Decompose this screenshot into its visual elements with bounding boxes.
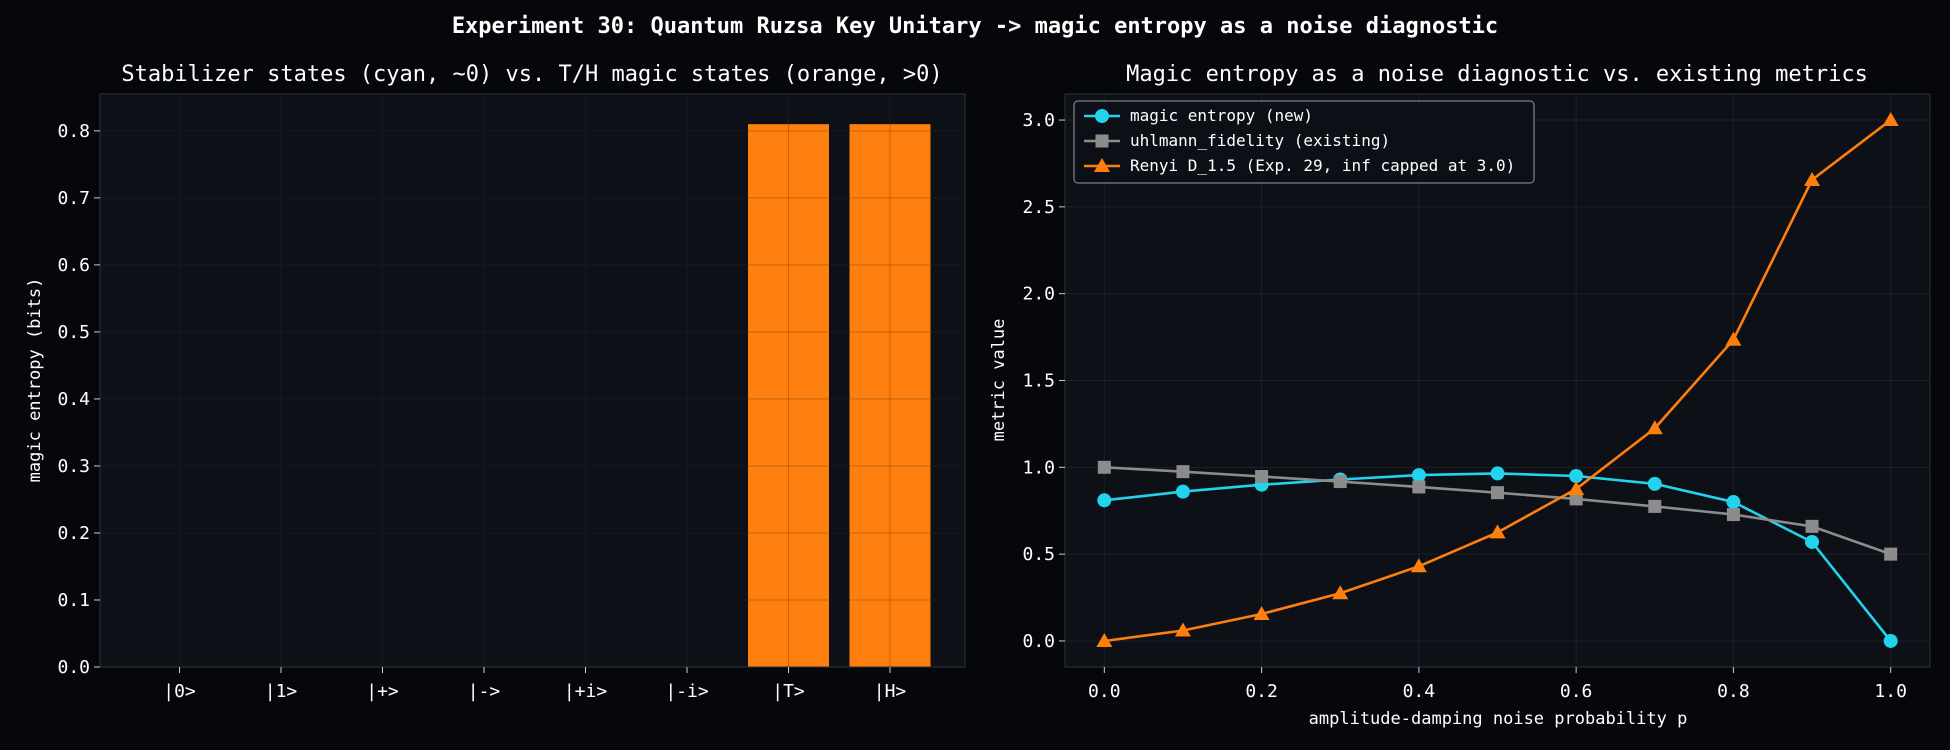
line-chart-xtick-label: 0.8	[1717, 681, 1750, 702]
bar-chart-ylabel: magic entropy (bits)	[25, 278, 45, 483]
bar-chart-plot-area	[100, 94, 965, 667]
line-chart-ytick-label: 1.5	[1022, 371, 1055, 392]
series-2-point	[1646, 420, 1663, 435]
bar-chart-ytick-label: 0.0	[57, 657, 90, 678]
series-1	[1097, 460, 1898, 561]
line-chart-xtick-label: 0.2	[1245, 681, 1278, 702]
bar-chart-ytick-label: 0.3	[57, 456, 90, 477]
series-2-point	[1489, 524, 1506, 539]
series-2-point	[1253, 606, 1270, 621]
series-2-point	[1174, 622, 1191, 637]
series-1-point	[1726, 508, 1740, 522]
series-1-point	[1569, 492, 1583, 506]
figure-suptitle: Experiment 30: Quantum Ruzsa Key Unitary…	[452, 14, 1498, 39]
series-1-point	[1805, 519, 1819, 533]
series-1-point	[1176, 465, 1190, 479]
legend-entry-2: Renyi D_1.5 (Exp. 29, inf capped at 3.0)	[1084, 156, 1515, 175]
line-chart-xtick-label: 0.0	[1088, 681, 1121, 702]
series-2-point	[1725, 331, 1742, 346]
legend-label: Renyi D_1.5 (Exp. 29, inf capped at 3.0)	[1130, 156, 1515, 175]
line-chart-ytick-label: 1.0	[1022, 457, 1055, 478]
legend-swatch-marker	[1095, 134, 1109, 148]
series-0-point	[1569, 469, 1584, 483]
bar-chart-grid	[100, 94, 965, 668]
bar-chart-title: Stabilizer states (cyan, ~0) vs. T/H mag…	[121, 62, 942, 87]
legend-label: magic entropy (new)	[1130, 106, 1313, 125]
series-2-point	[1882, 112, 1899, 127]
line-chart-xtick-label: 0.4	[1403, 681, 1436, 702]
series-2-point	[1804, 171, 1821, 186]
bar-chart-ytick-label: 0.5	[57, 322, 90, 343]
series-1-point	[1884, 547, 1898, 561]
series-2-point	[1568, 481, 1585, 496]
bar-chart-xtick-label: |T>	[772, 681, 805, 702]
series-0-point	[1097, 493, 1112, 508]
bar-chart-xtick-label: |-i>	[665, 681, 709, 702]
series-0-point	[1490, 466, 1505, 481]
bar-chart-ytick-label: 0.2	[57, 523, 90, 544]
series-1-point	[1255, 470, 1269, 484]
line-chart-ticks: 0.0 0.5 1.0 1.5 2.0 2.5 3.0 0.0 0.2 0.4 0.6 0.8 1.0	[1022, 110, 1906, 702]
line-chart-ytick-label: 0.0	[1022, 631, 1055, 652]
bar-chart-xtick-label: |+>	[366, 681, 399, 702]
bar-chart-xtick-label: |H>	[874, 681, 907, 702]
series-0-point	[1805, 534, 1820, 549]
series-1-point	[1097, 460, 1111, 474]
line-chart-xlabel: amplitude-damping noise probability p	[1309, 709, 1688, 729]
series-1-point	[1648, 499, 1662, 513]
line-chart-series	[1096, 112, 1899, 648]
series-2-point	[1410, 558, 1427, 573]
bar-chart-xtick-label: |1>	[265, 681, 298, 702]
bar-chart-ytick-label: 0.7	[57, 188, 90, 209]
series-2	[1096, 112, 1899, 647]
line-chart-ytick-label: 0.5	[1022, 544, 1055, 565]
bar-chart-xtick-label: |+i>	[564, 681, 608, 702]
bar-chart-xtick-label: |0>	[163, 681, 196, 702]
line-chart-legend: magic entropy (new) uhlmann_fidelity (exi…	[1073, 100, 1535, 184]
line-chart-xtick-label: 0.6	[1560, 681, 1593, 702]
series-2-point	[1096, 632, 1113, 647]
line-chart-panel: 0.00.51.01.52.02.53.00.0 0.2 0.4 0.6 0.8 1.0 …	[989, 62, 1931, 729]
line-chart-title: Magic entropy as a noise diagnostic vs. …	[1126, 62, 1868, 87]
bar-chart-ytick-label: 0.6	[57, 255, 90, 276]
line-chart-ytick-label: 3.0	[1022, 110, 1055, 131]
bar-chart-ticks: 0.0 0.1 0.2 0.3 0.4 0.5 0.6 0.7 0.8 |0> |1> |+> |-> |…	[57, 121, 906, 702]
bar-7	[849, 124, 931, 667]
legend-entry-0: magic entropy (new)	[1084, 106, 1313, 125]
line-chart-grid	[1065, 94, 1930, 667]
series-1-point	[1333, 475, 1347, 489]
bar-chart-panel: 0.0 0.1 0.2 0.3 0.4 0.5 0.6 0.7 0.8 |0> |1> |+> |-> |…	[25, 62, 966, 702]
series-0-point	[1883, 633, 1898, 648]
bar-chart-frame	[99, 93, 966, 668]
line-chart-ylabel: metric value	[989, 319, 1009, 442]
line-chart-ytick-label: 2.5	[1022, 197, 1055, 218]
legend-label: uhlmann_fidelity (existing)	[1130, 131, 1390, 150]
legend-swatch-marker	[1095, 109, 1109, 123]
series-0-point	[1647, 476, 1662, 491]
legend-swatch-marker	[1094, 158, 1110, 172]
series-0-point	[1726, 495, 1741, 510]
series-0-point	[1411, 468, 1426, 483]
bar-chart-xtick-label: |->	[468, 681, 501, 702]
series-1-point	[1491, 486, 1504, 500]
bar-chart-ytick-label: 0.4	[57, 389, 90, 410]
bar-chart-bars	[748, 124, 931, 667]
legend-entry-1: uhlmann_fidelity (existing)	[1084, 131, 1390, 150]
series-0	[1097, 466, 1898, 648]
bar-chart-ytick-label: 0.8	[57, 121, 90, 142]
bar-chart-ytick-label: 0.1	[57, 590, 90, 611]
series-2-point	[1332, 585, 1349, 600]
bar-6	[748, 124, 829, 667]
legend-box	[1073, 100, 1535, 184]
series-1-point	[1412, 480, 1426, 494]
series-0-point	[1175, 484, 1190, 499]
line-chart-ytick-label: 2.0	[1022, 284, 1055, 305]
line-chart-xtick-label: 1.0	[1874, 681, 1907, 702]
